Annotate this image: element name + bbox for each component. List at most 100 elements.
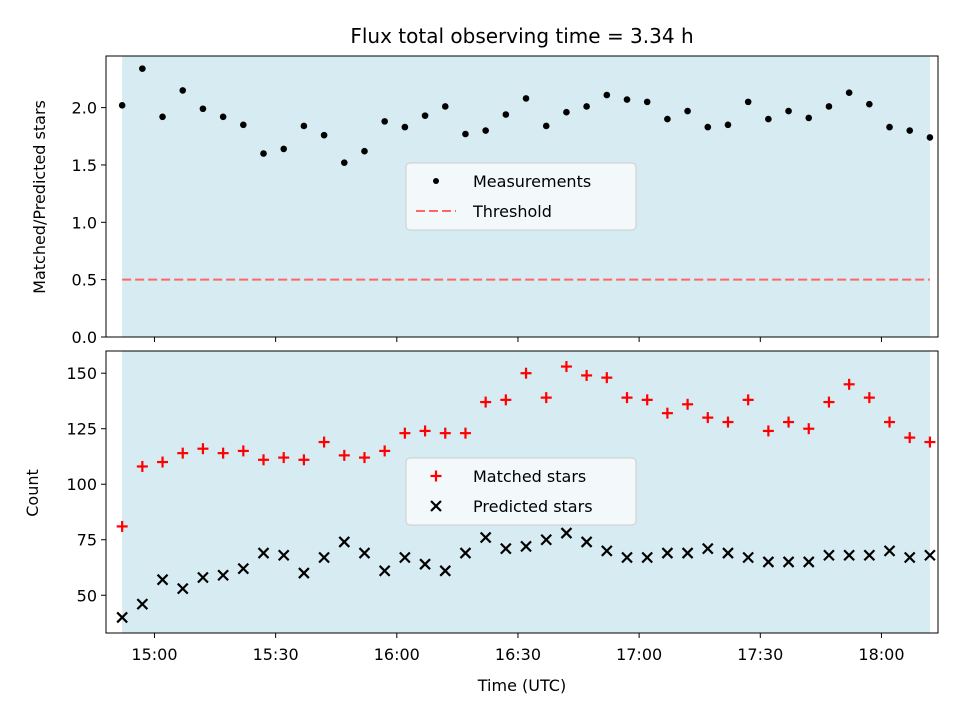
legend-marker-measurements [433, 178, 439, 184]
predicted-star-point [116, 611, 128, 624]
predicted-star-point [540, 533, 553, 546]
measurement-point [704, 123, 712, 131]
measurement-point [179, 87, 187, 94]
matched-star-point [157, 456, 169, 468]
measurement-point [280, 145, 288, 153]
x-tick-label: 15:00 [131, 645, 177, 664]
y-tick-label: 1.0 [72, 213, 97, 232]
predicted-star-point [641, 551, 653, 564]
measurement-point [906, 127, 914, 134]
predicted-star-point [156, 573, 169, 586]
matched-star-point [258, 454, 270, 466]
y-tick-label: 100 [66, 475, 97, 494]
y-tick-label: 1.5 [72, 156, 97, 175]
matched-star-point [358, 452, 370, 464]
matched-star-point [500, 394, 512, 406]
measurement-point [401, 123, 409, 131]
legend-marker-matched [430, 470, 442, 482]
matched-star-point [318, 436, 330, 448]
predicted-star-point [601, 545, 613, 557]
measurement-point [805, 114, 813, 122]
measurement-point [381, 118, 388, 125]
y-tick-label: 2.0 [72, 99, 97, 118]
legend-box [405, 162, 637, 231]
chart-title: Flux total observing time = 3.34 h [350, 24, 693, 48]
predicted-star-point [762, 556, 775, 568]
matched-star-point [783, 416, 795, 428]
matched-star-point [338, 449, 350, 461]
predicted-star-point [621, 551, 633, 564]
legend-box [405, 457, 637, 526]
predicted-star-point [176, 582, 189, 595]
matched-star-point [581, 369, 593, 381]
matched-star-point [237, 445, 249, 457]
predicted-star-point [802, 556, 815, 568]
measurement-point [320, 131, 328, 139]
matched-star-point [823, 396, 835, 408]
predicted-star-point [459, 547, 472, 559]
measurement-point [583, 103, 590, 110]
matched-star-point [742, 394, 754, 406]
measurement-point [421, 112, 429, 119]
predicted-star-point [217, 569, 229, 582]
measurement-point [866, 100, 873, 108]
y-tick-label: 0.0 [72, 328, 97, 347]
predicted-star-point [358, 547, 371, 559]
matched-star-point [116, 520, 128, 532]
matched-star-point [459, 427, 471, 439]
measurement-point [462, 130, 469, 138]
legend-label: Measurements [473, 172, 591, 191]
measurement-point [664, 115, 671, 123]
matched-star-point [884, 416, 896, 428]
predicted-star-point [702, 542, 714, 555]
matched-star-point [379, 445, 391, 457]
predicted-star-point [843, 549, 855, 562]
matched-star-point [661, 407, 673, 419]
x-tick-label: 15:30 [253, 645, 299, 664]
predicted-star-point [924, 549, 936, 562]
count-panel: 50 75 100 125 150 15:00 15:30 16:00 16:30 17:00 17… [66, 350, 939, 664]
predicted-star-point [197, 571, 209, 584]
measurement-point [159, 113, 166, 121]
measurement-point [482, 127, 489, 134]
predicted-star-point [257, 547, 270, 559]
axes-frame [105, 55, 939, 338]
measurement-point [603, 91, 611, 99]
predicted-star-point [399, 551, 411, 564]
measurement-point [441, 103, 449, 110]
x-tick-label: 16:00 [374, 645, 420, 664]
measurement-point [199, 105, 207, 113]
measurement-point [785, 107, 792, 115]
matched-star-point [843, 378, 855, 390]
measurement-point [825, 103, 833, 110]
matched-star-point [924, 436, 936, 448]
x-tick-label: 18:00 [858, 645, 904, 664]
measurement-point [744, 98, 752, 106]
legend: Measurements Threshold [405, 162, 637, 231]
matched-star-point [136, 460, 148, 472]
legend-marker-predicted [430, 500, 442, 512]
y-tick-label: 150 [66, 364, 97, 383]
predicted-star-point [661, 547, 674, 559]
measurement-point [522, 95, 530, 102]
legend-label: Predicted stars [473, 497, 593, 516]
predicted-star-point [500, 542, 512, 555]
matched-star-point [762, 425, 774, 437]
predicted-star-point [782, 556, 795, 568]
predicted-star-point [439, 565, 452, 577]
x-tick-label: 16:30 [495, 645, 541, 664]
matched-star-point [803, 423, 815, 435]
axes-frame [105, 350, 939, 634]
measurement-point [643, 98, 651, 106]
measurement-point [623, 96, 631, 103]
legend-label: Matched stars [473, 467, 586, 486]
matched-star-point [520, 367, 532, 379]
matched-star-point [682, 398, 694, 410]
predicted-star-point [863, 549, 876, 562]
predicted-star-point [277, 549, 290, 562]
predicted-star-point [338, 536, 351, 548]
measurement-point [139, 65, 146, 72]
x-axis-label: Time (UTC) [477, 676, 566, 695]
measurement-point [765, 115, 772, 123]
predicted-star-point [883, 545, 896, 557]
